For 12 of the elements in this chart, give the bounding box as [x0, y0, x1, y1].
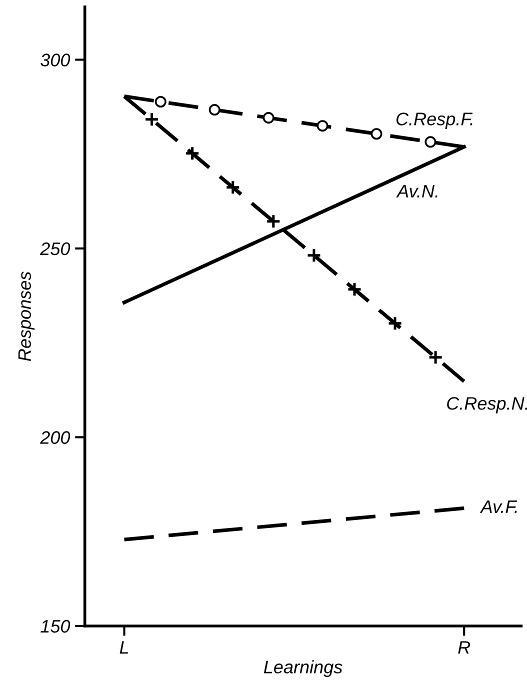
y-axis-title: Responses [18, 272, 35, 362]
series-label: Av.N. [396, 184, 438, 198]
series-label: C.Resp.N. [447, 397, 527, 414]
x-axis-title: Learnings [264, 660, 342, 677]
x-tick-label: R [458, 641, 470, 654]
series-label: Av.F. [480, 500, 518, 513]
y-tick-label: 200 [40, 431, 70, 444]
y-tick-label: 150 [40, 620, 70, 633]
series-label: C.Resp.F. [396, 112, 473, 129]
y-tick-label: 300 [40, 54, 70, 66]
x-tick-label: L [120, 641, 128, 654]
y-tick-label: 250 [40, 242, 70, 256]
